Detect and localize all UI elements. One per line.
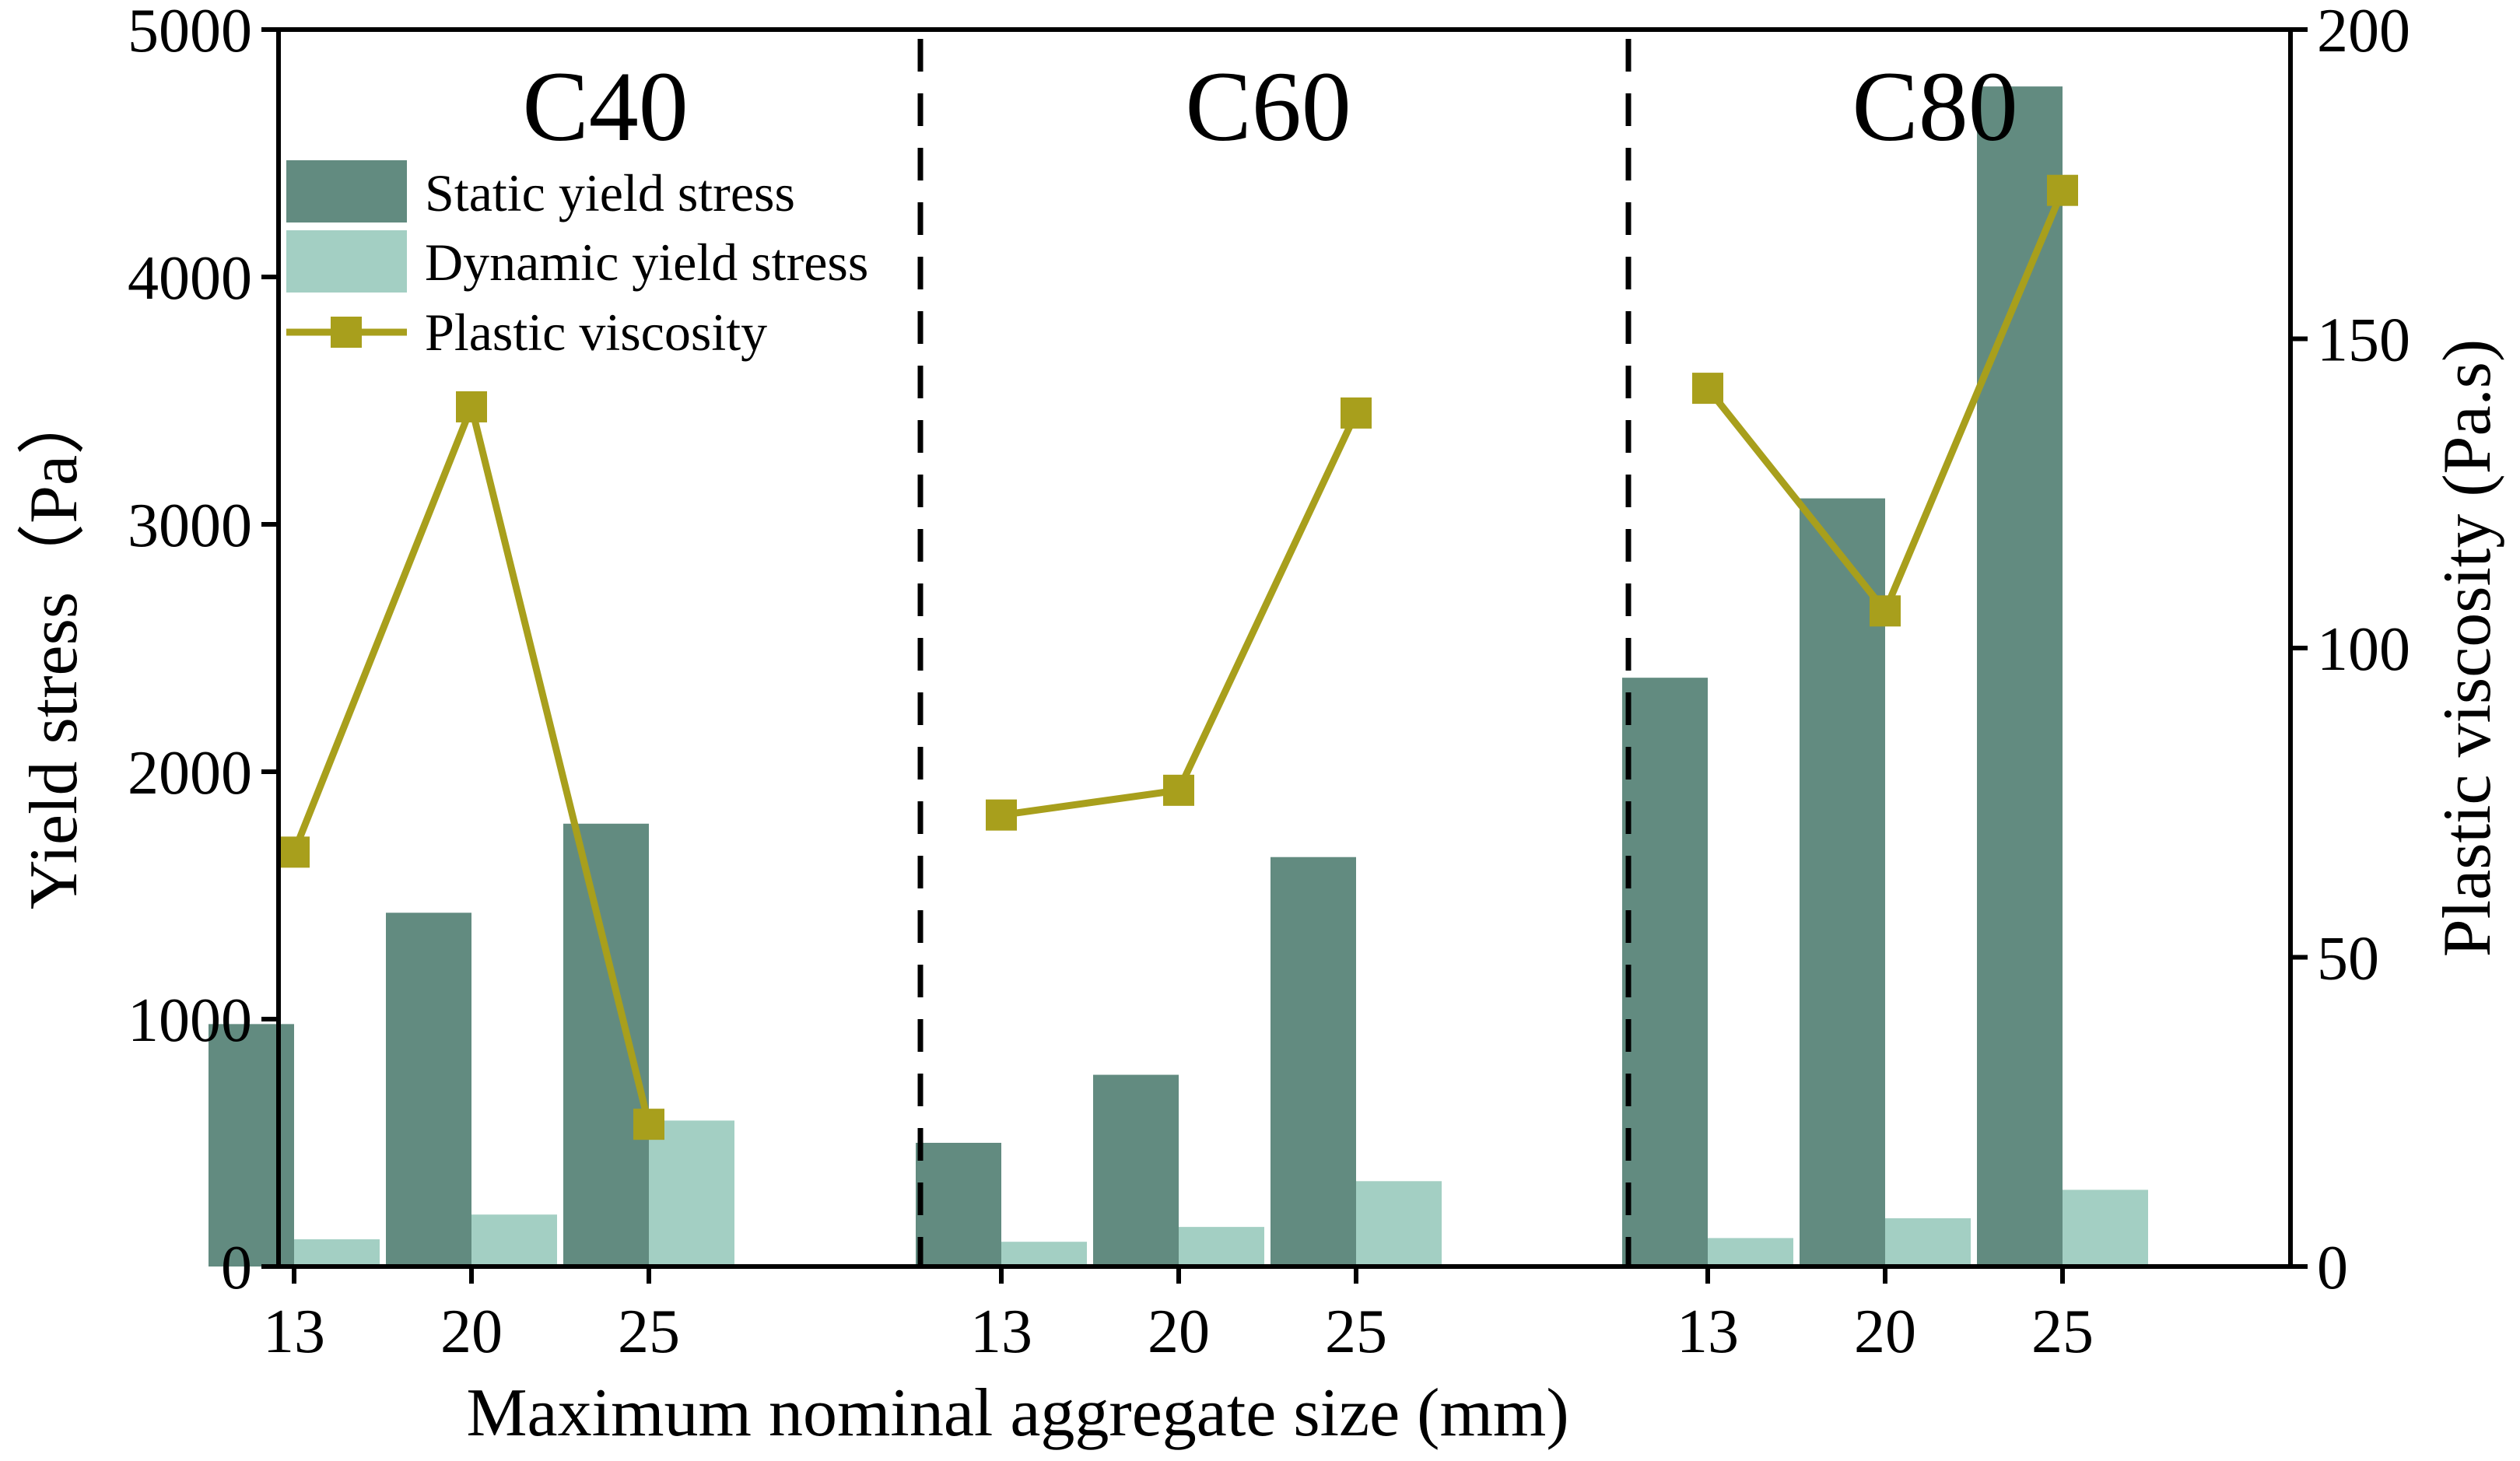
x-tick-label-c60-25: 25 [1325, 1298, 1387, 1366]
x-tick-label-c80-20: 20 [1854, 1298, 1916, 1366]
y-axis-title: Yield stress（Pa） [16, 387, 92, 909]
legend-label-static: Static yield stress [425, 163, 795, 222]
bar-dynamic-c40-20 [471, 1214, 557, 1267]
bar-static-c40-25 [563, 823, 649, 1267]
y-tick-label-5000: 5000 [128, 0, 252, 65]
x-tick-label-c60-20: 20 [1148, 1298, 1210, 1366]
legend-swatch-static [286, 160, 407, 222]
bars-layer [209, 86, 2148, 1267]
axes-layer: 0 1000 2000 3000 4000 5000 0 50 100 150 200 13 20 25 1… [128, 0, 2410, 1366]
viscosity-point-c80-13 [1692, 373, 1723, 405]
bar-dynamic-c80-13 [1708, 1238, 1793, 1267]
x-tick-label-c80-25: 25 [2031, 1298, 2094, 1366]
legend-label-viscosity: Plastic viscosity [425, 303, 767, 362]
bar-dynamic-c60-20 [1179, 1227, 1264, 1267]
x-tick-label-c40-13: 13 [263, 1298, 325, 1366]
x-tick-label-c40-20: 20 [440, 1298, 503, 1366]
group-label-c40: C40 [522, 51, 688, 162]
viscosity-point-c60-13 [986, 799, 1017, 831]
x-tick-label-c40-25: 25 [618, 1298, 680, 1366]
viscosity-point-c40-20 [456, 391, 487, 422]
viscosity-point-c60-25 [1341, 397, 1372, 429]
viscosity-point-c40-25 [633, 1109, 664, 1140]
y2-tick-label-150: 150 [2317, 307, 2410, 375]
bar-dynamic-c80-20 [1885, 1218, 1971, 1267]
y-tick-label-0: 0 [221, 1234, 252, 1302]
bar-static-c60-13 [916, 1143, 1001, 1267]
bar-static-c40-20 [386, 913, 471, 1267]
legend-swatch-dynamic [286, 230, 407, 293]
bar-static-c80-25 [1977, 86, 2063, 1267]
bar-static-c80-13 [1622, 678, 1708, 1267]
bar-dynamic-c60-25 [1356, 1181, 1442, 1267]
legend: Static yield stress Dynamic yield stress… [286, 160, 868, 362]
legend-label-dynamic: Dynamic yield stress [425, 233, 868, 292]
bar-static-c60-25 [1271, 857, 1356, 1267]
bar-static-c60-20 [1093, 1074, 1179, 1267]
y2-tick-label-200: 200 [2317, 0, 2410, 65]
legend-marker-viscosity [331, 317, 362, 348]
bar-dynamic-c40-13 [294, 1239, 380, 1267]
y2-tick-label-0: 0 [2317, 1234, 2348, 1302]
viscosity-point-c80-20 [1870, 595, 1901, 627]
viscosity-point-c40-13 [279, 836, 310, 868]
viscosity-line-layer [279, 174, 2078, 1140]
bar-dynamic-c80-25 [2063, 1189, 2148, 1267]
y-tick-label-3000: 3000 [128, 492, 252, 560]
y2-tick-label-50: 50 [2317, 925, 2379, 993]
x-tick-label-c60-13: 13 [970, 1298, 1032, 1366]
group-label-c60: C60 [1185, 51, 1351, 162]
y2-axis-title: Plastic viscosity (Pa.s) [2430, 339, 2505, 957]
bar-static-c40-13 [209, 1024, 294, 1267]
viscosity-point-c80-25 [2047, 174, 2078, 206]
viscosity-line-c60 [1001, 411, 1360, 819]
y-tick-label-1000: 1000 [128, 986, 252, 1055]
x-tick-label-c80-13: 13 [1677, 1298, 1739, 1366]
group-label-c80: C80 [1852, 51, 2017, 162]
y2-tick-label-100: 100 [2317, 615, 2410, 684]
y-tick-label-4000: 4000 [128, 244, 252, 313]
bar-dynamic-c40-25 [649, 1120, 734, 1267]
bar-dynamic-c60-13 [1001, 1242, 1087, 1267]
y-tick-label-2000: 2000 [128, 739, 252, 808]
viscosity-point-c60-20 [1163, 774, 1194, 806]
x-axis-title: Maximum nominal aggregate size (mm) [466, 1375, 1568, 1451]
